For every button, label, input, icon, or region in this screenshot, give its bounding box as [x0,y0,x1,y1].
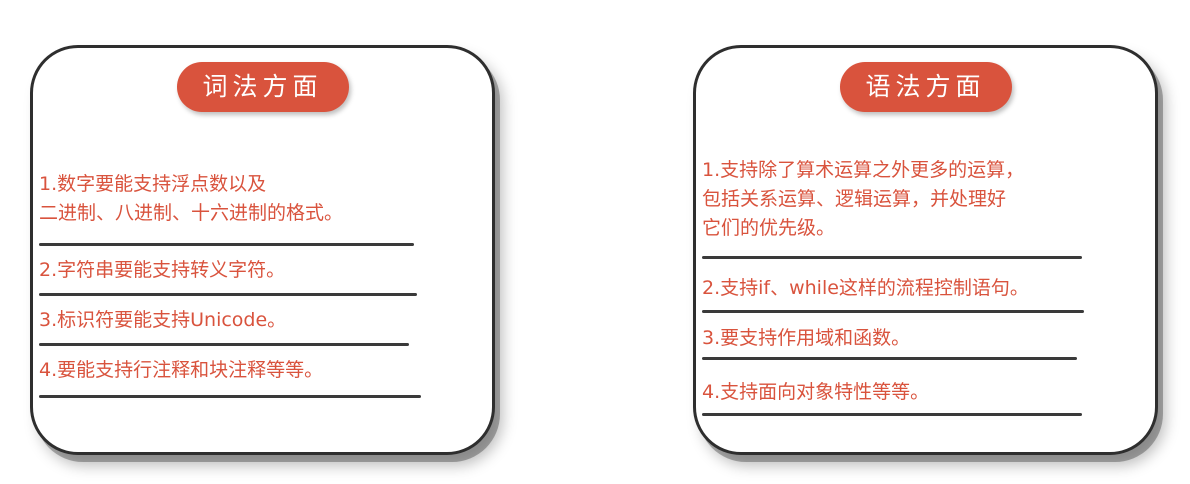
syntax-item-3: 3.要支持作用域和函数。 [702,327,911,349]
syntax-item-1-line-1: 1.支持除了算术运算之外更多的运算， [702,159,1025,181]
lexical-item-1-line-2: 二进制、八进制、十六进制的格式。 [39,202,344,224]
syntax-item-1: 1.支持除了算术运算之外更多的运算， 包括关系运算、逻辑运算，并处理好 它们的优… [702,156,1024,243]
lexical-divider-3 [39,343,409,346]
lexical-item-3: 3.标识符要能支持Unicode。 [39,309,287,331]
syntax-item-2: 2.支持if、while这样的流程控制语句。 [702,277,1029,299]
syntax-divider-2 [702,310,1084,313]
syntax-item-1-line-2: 包括关系运算、逻辑运算，并处理好 [702,188,1007,210]
syntax-item-4: 4.支持面向对象特性等等。 [702,381,930,403]
syntax-divider-1 [702,256,1082,259]
syntax-divider-4 [702,413,1082,416]
lexical-item-2: 2.字符串要能支持转义字符。 [39,259,286,281]
lexical-item-4: 4.要能支持行注释和块注释等等。 [39,359,324,381]
syntax-divider-3 [702,357,1077,360]
lexical-item-1: 1.数字要能支持浮点数以及 二进制、八进制、十六进制的格式。 [39,170,343,228]
lexical-divider-1 [39,243,414,246]
lexical-card-title: 词法方面 [176,62,349,112]
lexical-card: 词法方面 1.数字要能支持浮点数以及 二进制、八进制、十六进制的格式。 2.字符… [30,45,495,455]
lexical-divider-2 [39,293,417,296]
syntax-card-title: 语法方面 [839,62,1012,112]
syntax-card: 语法方面 1.支持除了算术运算之外更多的运算， 包括关系运算、逻辑运算，并处理好… [693,45,1158,455]
syntax-item-1-line-3: 它们的优先级。 [702,217,836,239]
lexical-divider-4 [39,395,421,398]
lexical-item-1-line-1: 1.数字要能支持浮点数以及 [39,173,267,195]
